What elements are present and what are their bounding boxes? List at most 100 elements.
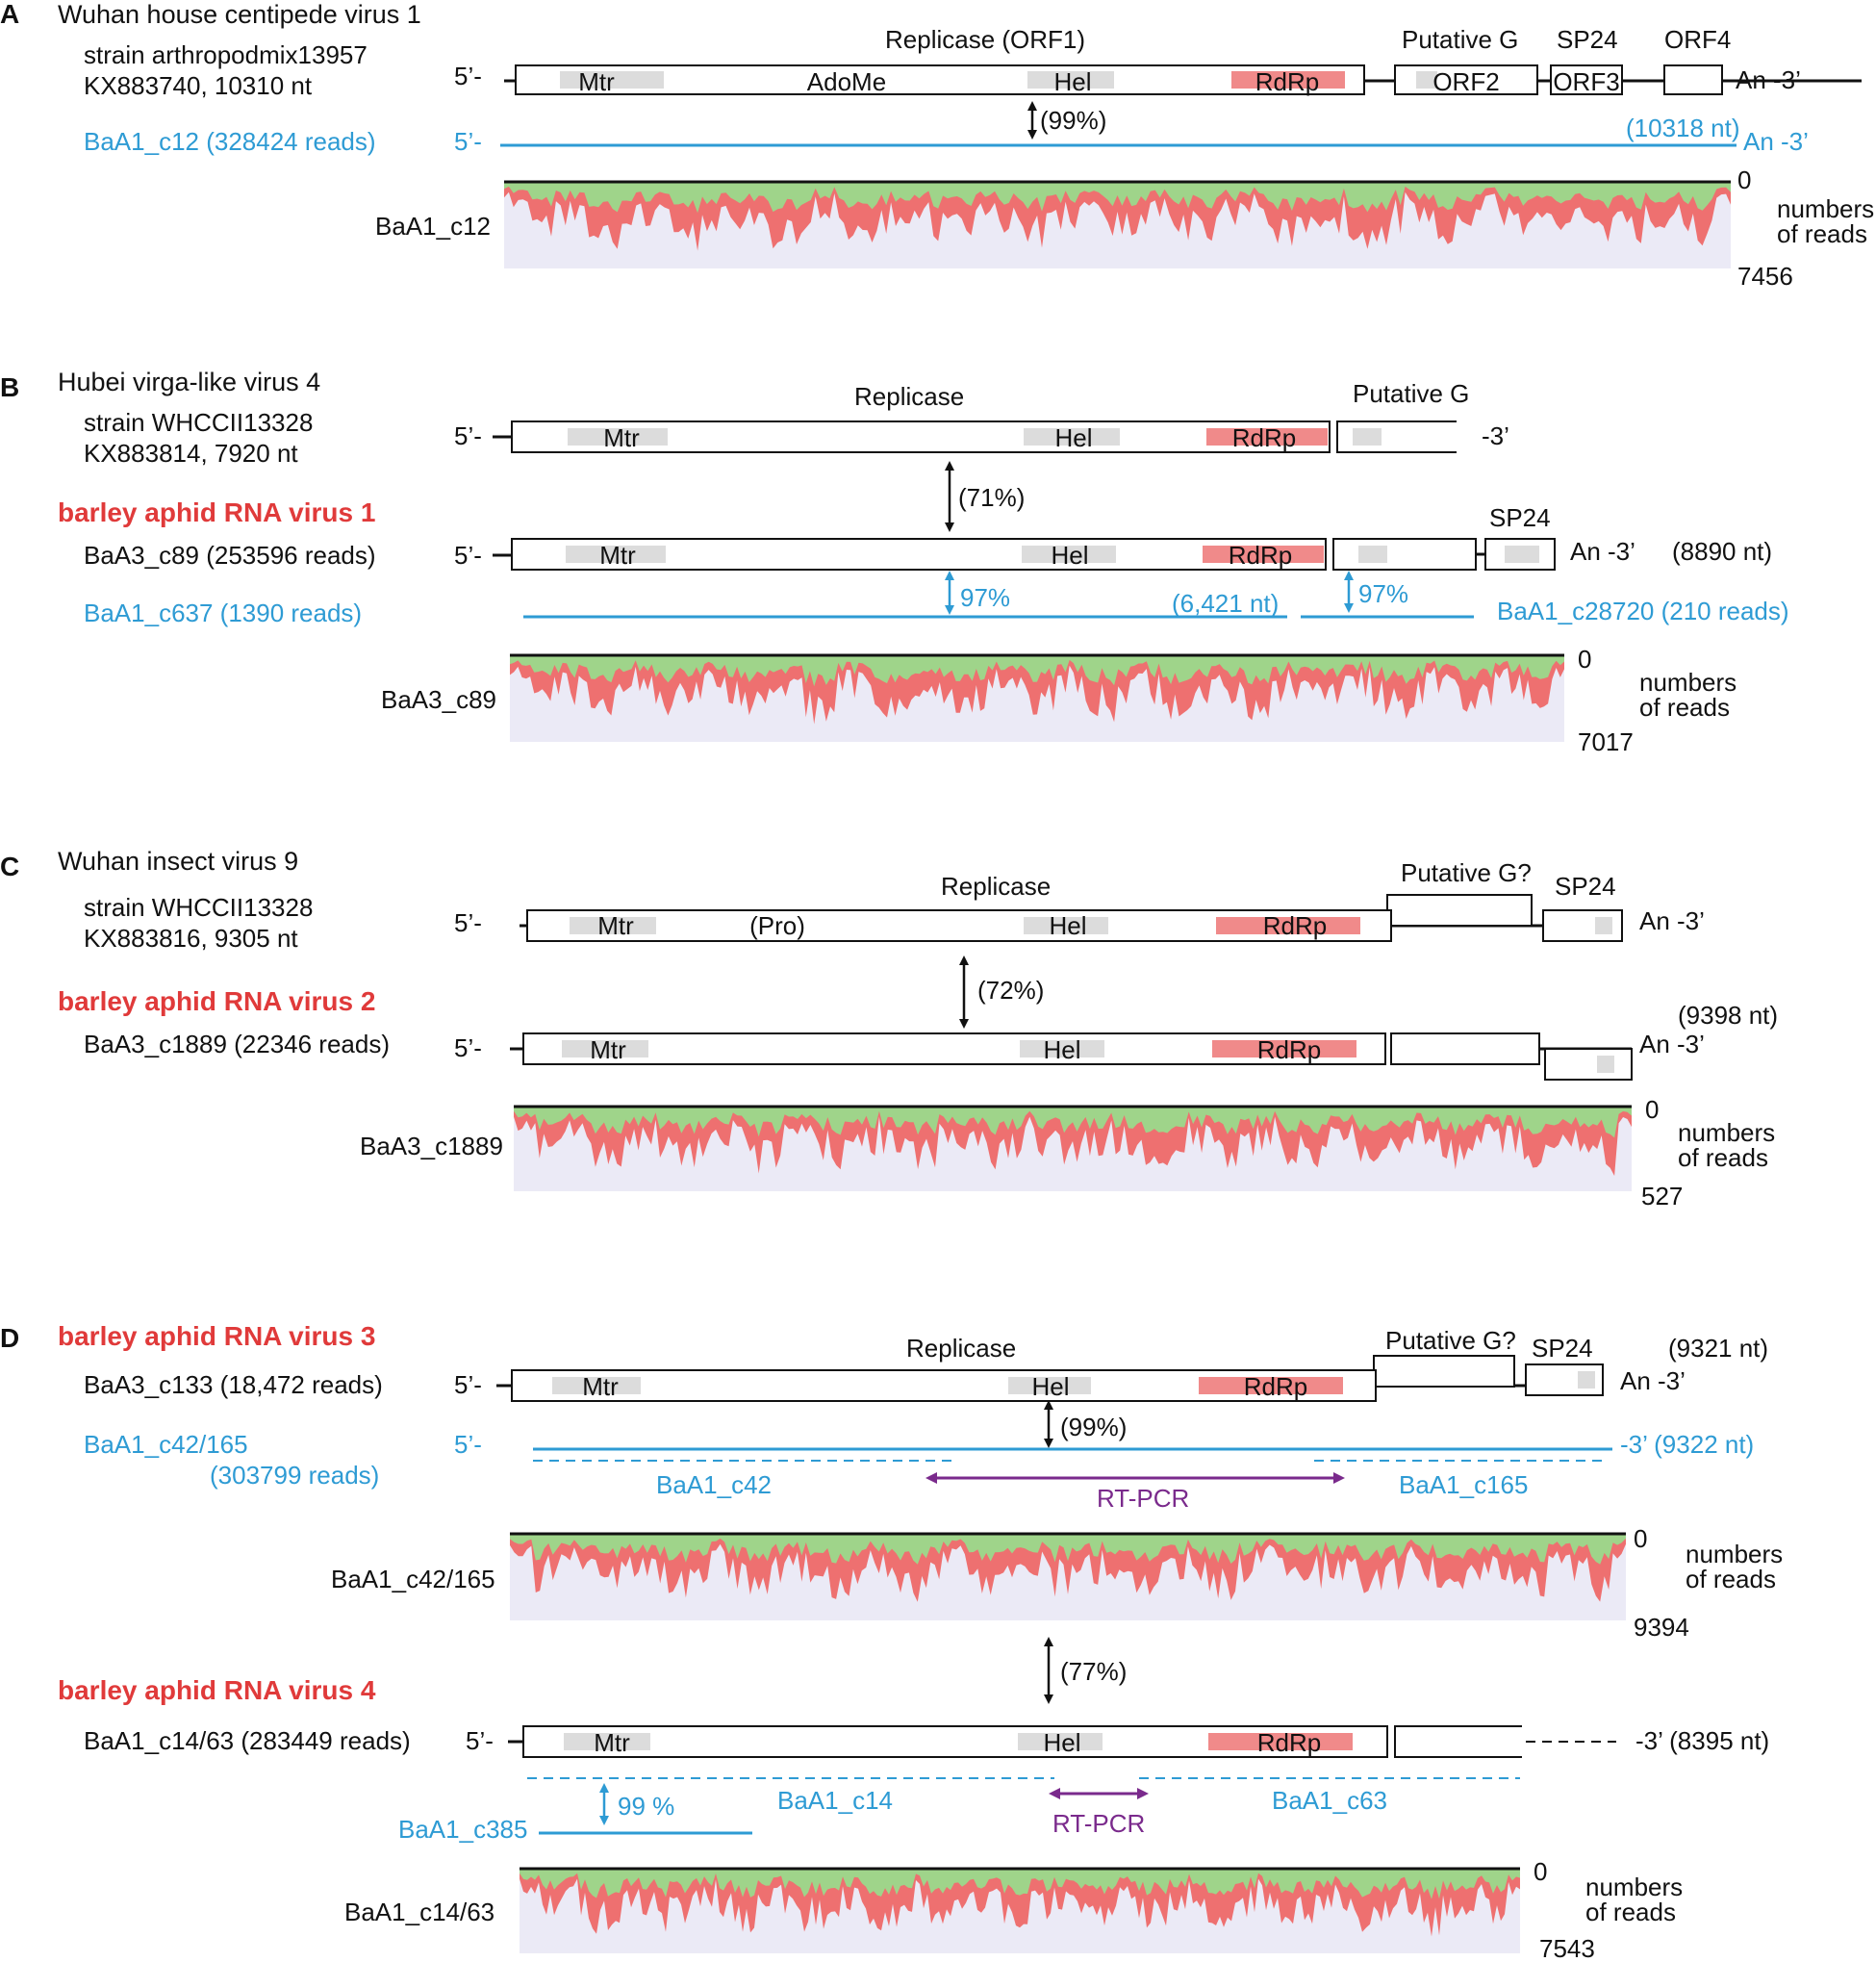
virus-name: barley aphid RNA virus 4 (58, 1675, 376, 1705)
cov-zero: 0 (1534, 1857, 1547, 1886)
identity-label: (99%) (1060, 1413, 1127, 1441)
rdrp-domain (1231, 71, 1345, 89)
blue-end: -3’ (9322 nt) (1620, 1430, 1754, 1459)
rdrp-domain (1216, 917, 1360, 934)
contig-label: BaA1_c12 (328424 reads) (84, 127, 376, 156)
blue-contig: BaA1_c28720 (210 reads) (1497, 597, 1789, 625)
cov-max: 527 (1641, 1182, 1683, 1210)
blue-pct: 99 % (618, 1792, 674, 1821)
five-prime-label: 5’- (454, 1430, 482, 1459)
length-label: (9321 nt) (1668, 1334, 1768, 1363)
putative-g-box (1386, 894, 1533, 927)
three-prime-label: An -3’ (1736, 65, 1801, 94)
sp24-domain (1578, 1371, 1595, 1389)
virus-title: Hubei virga-like virus 4 (58, 368, 320, 396)
rtpcr-label: RT-PCR (1097, 1484, 1189, 1513)
g-domain (1353, 428, 1382, 446)
blue-sub: BaA1_c42 (656, 1470, 772, 1499)
accession-label: KX883740, 10310 nt (84, 71, 313, 100)
cov-max: 7017 (1578, 727, 1634, 756)
putative-g-box (1394, 1725, 1522, 1758)
rdrp-domain (1206, 428, 1328, 446)
five-prime-label: 5’- (454, 127, 482, 156)
blue-sub: BaA1_c63 (1272, 1786, 1387, 1815)
three-prime-label: An -3’ (1570, 537, 1635, 566)
domain-label: Hel (1043, 1035, 1080, 1064)
mtr-domain (568, 428, 668, 446)
five-prime-label: 5’- (454, 1370, 482, 1399)
replicase-label: Replicase (906, 1334, 1016, 1363)
sp24-domain (1597, 1056, 1614, 1073)
domain-label: Mtr (582, 1372, 619, 1401)
panel-c: C Wuhan insect virus 9 strain WHCCII1332… (0, 847, 1778, 1210)
panel-letter: A (0, 0, 19, 29)
putative-g-box (1332, 538, 1477, 571)
domain-label: Mtr (599, 541, 636, 570)
cov-zero: 0 (1578, 645, 1591, 674)
hel-domain (1024, 917, 1108, 934)
coverage-label: BaA3_c1889 (360, 1132, 503, 1160)
orf1-box (515, 64, 1365, 95)
putative-g-label: Putative G? (1401, 858, 1532, 887)
three-prime-label: -3’ (8395 nt) (1635, 1726, 1769, 1755)
identity-label: (99%) (1040, 106, 1106, 135)
domain-label: Hel (1051, 541, 1088, 570)
coverage-label: BaA1_c42/165 (331, 1565, 495, 1593)
blue-sub: BaA1_c165 (1399, 1470, 1528, 1499)
replicase-label: Replicase (854, 382, 964, 411)
identity-label: (77%) (1060, 1657, 1127, 1686)
replicase-label: Replicase (ORF1) (885, 25, 1085, 54)
cov-unit: numbers (1686, 1540, 1783, 1568)
replicase-label: Replicase (941, 872, 1051, 901)
five-prime-label: 5’- (454, 421, 482, 450)
domain-label: Mtr (594, 1728, 630, 1757)
rdrp-domain (1199, 1377, 1343, 1394)
domain-label: Hel (1053, 67, 1091, 96)
coverage-strand (510, 1534, 1626, 1565)
coverage-label: BaA1_c12 (375, 212, 491, 241)
cov-unit: of reads (1686, 1565, 1776, 1593)
domain-label: RdRp (1263, 911, 1327, 940)
hel-domain (1022, 546, 1116, 563)
domain-label: Mtr (603, 423, 640, 452)
virus-title: Wuhan house centipede virus 1 (58, 0, 421, 29)
virus-name: barley aphid RNA virus 1 (58, 497, 375, 527)
mtr-domain (570, 917, 656, 934)
domain-label: Hel (1031, 1372, 1069, 1401)
coverage-plot (520, 1867, 1520, 1953)
sp24-domain (1595, 917, 1612, 934)
contig-label: BaA1_c14/63 (283449 reads) (84, 1726, 411, 1755)
panel-letter: D (0, 1323, 19, 1353)
blue-contig: BaA1_c637 (1390 reads) (84, 599, 362, 627)
coverage-label: BaA1_c14/63 (344, 1898, 494, 1926)
hel-domain (1018, 1733, 1103, 1750)
orf2-domain (1416, 71, 1437, 89)
three-prime-label: An -3’ (1639, 1030, 1705, 1058)
mtr-domain (562, 1040, 648, 1057)
cov-unit: numbers (1777, 194, 1874, 223)
putative-g-box (1373, 1355, 1515, 1388)
mtr-domain (566, 546, 666, 563)
putative-g-label: Putative G (1402, 25, 1518, 54)
rdrp-domain (1212, 1040, 1356, 1057)
hel-domain (1027, 71, 1114, 89)
three-prime-label: An -3’ (1639, 906, 1705, 935)
coverage-depth (510, 1534, 1626, 1602)
hel-domain (1024, 428, 1120, 446)
hel-domain (1008, 1377, 1091, 1394)
putative-g-label: Putative G (1353, 379, 1469, 408)
cov-unit: numbers (1585, 1873, 1683, 1901)
five-prime-label: 5’- (454, 908, 482, 937)
putative-g-label: Putative G? (1385, 1326, 1516, 1355)
panel-a: A Wuhan house centipede virus 1 strain a… (0, 0, 1874, 291)
cov-max: 9394 (1634, 1613, 1689, 1642)
accession-label: KX883814, 7920 nt (84, 439, 298, 468)
coverage-strand (514, 1107, 1632, 1138)
coverage-plot (514, 1105, 1632, 1191)
contig-label: BaA3_c89 (253596 reads) (84, 541, 376, 570)
coverage-strand (520, 1869, 1520, 1899)
domain-label: Mtr (590, 1035, 626, 1064)
coverage-label: BaA3_c89 (381, 685, 496, 714)
mtr-domain (552, 1377, 641, 1394)
cov-unit: of reads (1585, 1898, 1676, 1926)
